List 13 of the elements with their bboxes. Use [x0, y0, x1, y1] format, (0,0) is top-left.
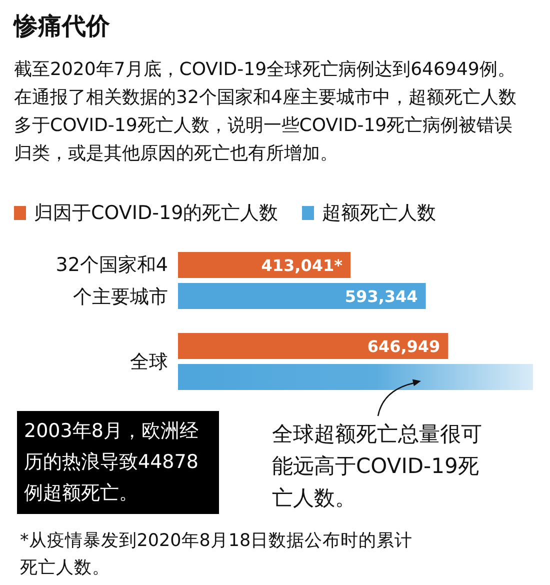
category-label: 32个国家和4个主要城市	[54, 252, 168, 310]
category-label: 全球	[129, 350, 168, 374]
annotation: *从疫情暴发到2020年8月18日数据公布时的累计死亡人数。	[20, 530, 414, 580]
data-label: 593,344	[344, 287, 418, 306]
title: 惨痛代价	[14, 11, 110, 42]
subtitle: 截至2020年7月底，COVID-19全球死亡病例达到646949例。在通报了相关数据的32个国家和4座主要城市中，超额死亡人数多于COVID-19死亡人数，说明一些COVID-19死亡病例被错误归类，或是其他原因的死亡也有所增加。	[14, 58, 518, 166]
legend: 归因于COVID-19的死亡人数 超额死亡人数	[14, 200, 536, 226]
annotation: 2003年8月，欧洲经历的热浪导致44878例超额死亡。	[17, 411, 219, 514]
legend-label: 归因于COVID-19的死亡人数	[34, 201, 278, 226]
data-label: 646,949	[367, 337, 440, 356]
legend-label: 超额死亡人数	[322, 201, 436, 226]
data-label: 413,041*	[261, 256, 342, 275]
annotation: 全球超额死亡总量很可能远高于COVID-19死亡人数。	[272, 421, 483, 512]
